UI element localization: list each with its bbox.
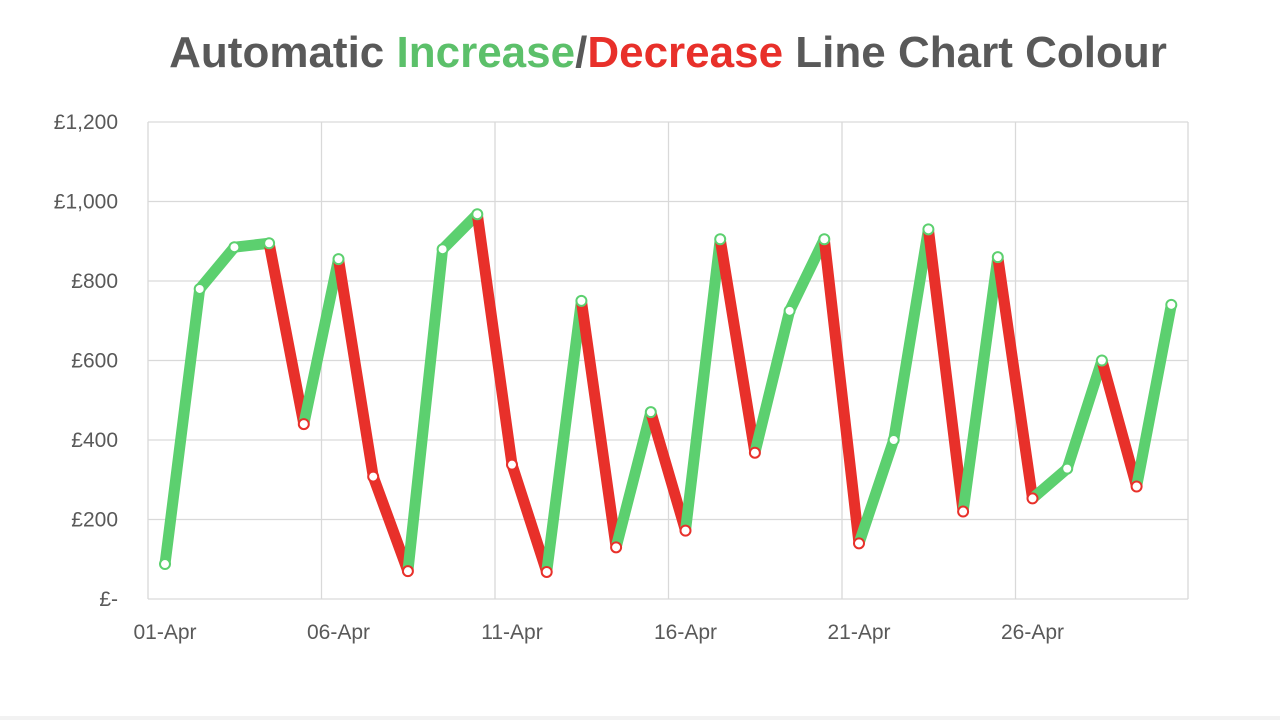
y-tick-label: £1,200 [54, 111, 118, 134]
increase-segment [1061, 355, 1108, 475]
decrease-segment [506, 459, 553, 578]
decrease-segment [575, 295, 622, 553]
x-tick-label: 06-Apr [307, 621, 370, 644]
increase-segment [541, 295, 587, 578]
decrease-segment [992, 251, 1038, 504]
chart-title: Automatic Increase/Decrease Line Chart C… [0, 28, 1280, 78]
decrease-segment [714, 233, 761, 459]
x-tick-label: 26-Apr [1001, 621, 1064, 644]
data-point [297, 418, 310, 431]
x-tick-label: 16-Apr [654, 621, 717, 644]
increase-segment [680, 233, 726, 537]
data-point [367, 470, 380, 483]
y-axis: £- £200 £400 £600 £800 £1,000 £1,200 [54, 111, 118, 611]
x-tick-label: 01-Apr [133, 621, 196, 644]
y-tick-label: £600 [71, 350, 118, 373]
data-point [1130, 480, 1143, 493]
decrease-segment [818, 233, 865, 549]
decrease-segment [471, 208, 518, 471]
y-tick-label: £- [99, 588, 118, 611]
data-point [506, 458, 518, 471]
data-point [436, 243, 449, 256]
decrease-segment [263, 237, 310, 430]
bottom-divider [0, 716, 1280, 720]
data-points [159, 208, 1178, 578]
data-point [957, 505, 970, 518]
data-point [1165, 298, 1178, 311]
data-point [644, 406, 657, 419]
y-tick-label: £1,000 [54, 191, 118, 214]
title-part-rest: Line Chart Colour [783, 28, 1167, 77]
decrease-segment [1096, 355, 1143, 493]
increase-segment [159, 283, 206, 570]
line-segments [159, 208, 1177, 578]
x-axis: 01-Apr 06-Apr 11-Apr 16-Apr 21-Apr 26-Apr [133, 621, 1064, 644]
decrease-segment [645, 406, 691, 537]
increase-segment [853, 434, 900, 549]
data-point [1095, 354, 1108, 367]
title-part-slash: / [575, 28, 588, 77]
data-point [575, 294, 588, 307]
data-point [193, 282, 206, 295]
data-point [887, 434, 900, 446]
increase-segment [1027, 463, 1073, 504]
increase-segment [1131, 299, 1177, 493]
data-point [991, 251, 1004, 264]
increase-segment [610, 406, 657, 553]
increase-segment [888, 223, 934, 446]
title-part-increase: Increase [396, 28, 576, 77]
data-point [922, 223, 935, 236]
increase-segment [784, 233, 830, 317]
data-point [263, 237, 276, 250]
data-point [1061, 462, 1074, 475]
increase-segment [298, 253, 344, 430]
y-tick-label: £800 [71, 270, 118, 293]
data-point [1026, 492, 1039, 505]
data-point [853, 537, 865, 550]
increase-segment [402, 243, 449, 577]
y-tick-label: £200 [71, 509, 118, 532]
decrease-segment [922, 223, 969, 518]
data-point [610, 541, 623, 554]
title-part-decrease: Decrease [587, 28, 784, 77]
decrease-segment [367, 471, 414, 577]
title-part-automatic: Automatic [169, 28, 397, 77]
data-point [401, 565, 414, 578]
increase-segment [194, 241, 240, 295]
decrease-segment [333, 253, 379, 483]
data-point [783, 304, 796, 317]
data-point [471, 208, 484, 221]
data-point [228, 241, 241, 254]
x-tick-label: 21-Apr [827, 621, 890, 644]
data-point [332, 253, 345, 266]
data-point [679, 524, 692, 537]
data-point [714, 233, 727, 246]
data-point [540, 565, 553, 578]
data-point [748, 446, 761, 459]
data-point [159, 558, 171, 571]
x-tick-label: 11-Apr [481, 621, 542, 644]
increase-segment [957, 251, 1004, 518]
y-tick-label: £400 [71, 429, 118, 452]
gridlines [147, 121, 1189, 600]
data-point [818, 233, 831, 246]
increase-segment [749, 305, 796, 459]
increase-segment [437, 208, 483, 255]
